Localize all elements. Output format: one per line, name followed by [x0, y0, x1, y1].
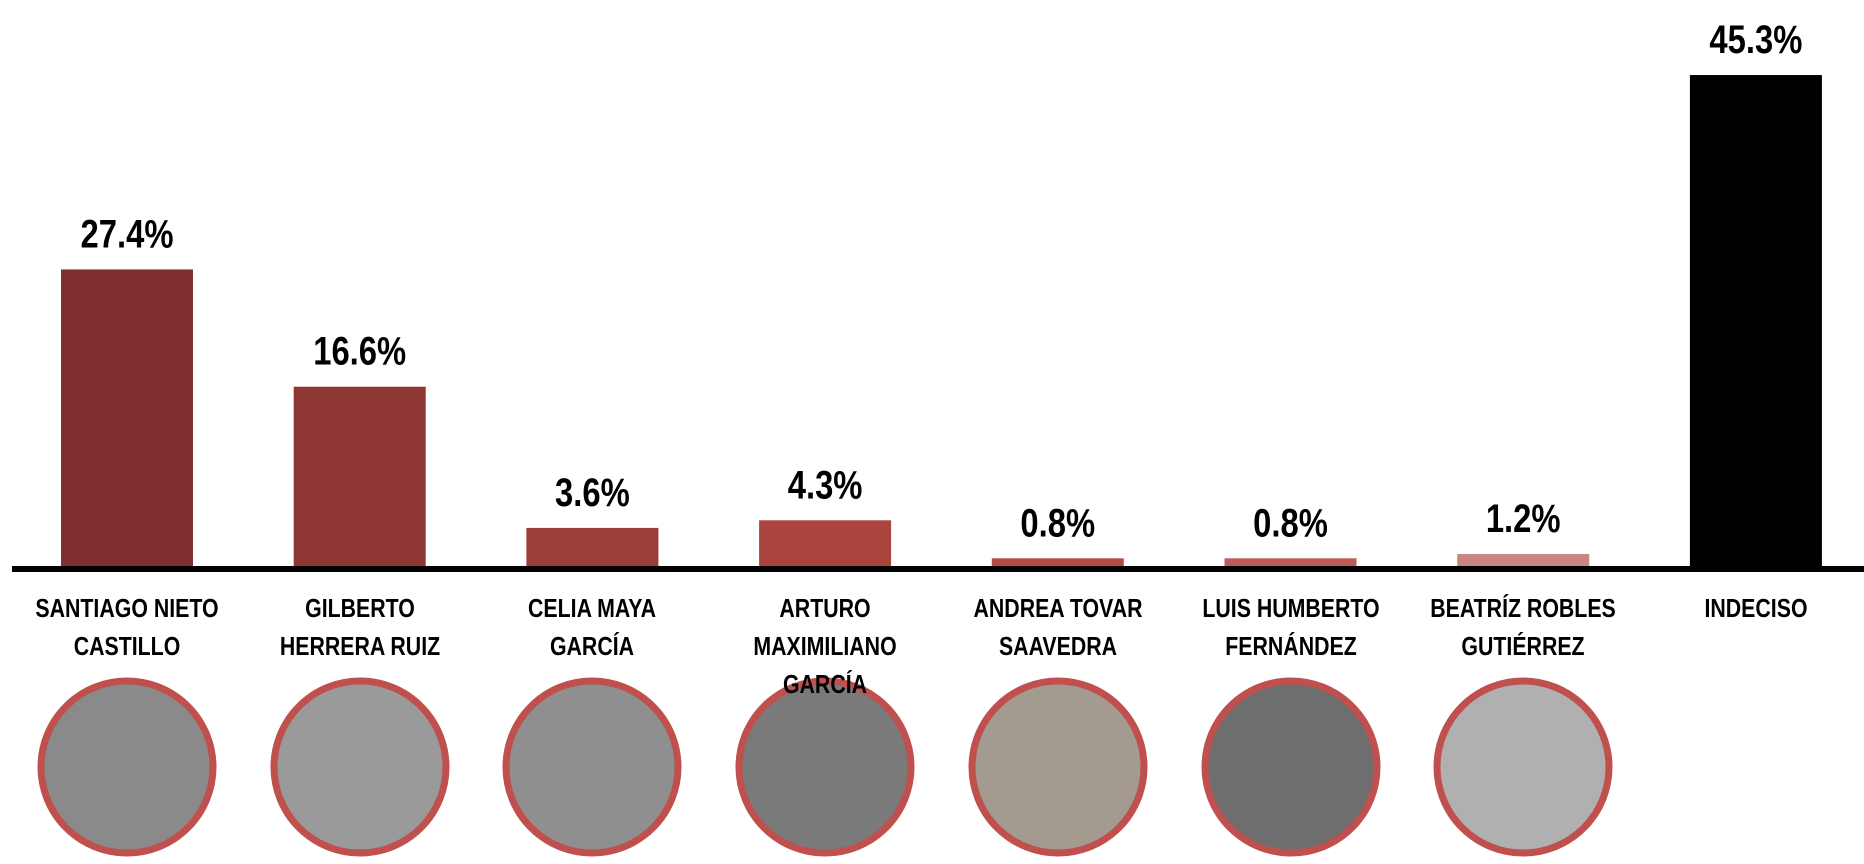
- value-label: 3.6%: [555, 470, 630, 515]
- category-label: LUIS HUMBERTO FERNÁNDEZ: [1201, 593, 1380, 661]
- candidate-photo: [502, 677, 682, 857]
- category-label: ARTURO MAXIMILIANO GARCÍA: [753, 593, 897, 699]
- category-label: SANTIAGO NIETO CASTILLO: [35, 593, 219, 661]
- category-label: ANDREA TOVAR SAAVEDRA: [973, 593, 1143, 661]
- category-label: BEATRÍZ ROBLES GUTIÉRREZ: [1430, 593, 1616, 661]
- photos: [37, 677, 1613, 857]
- candidate-photo: [1433, 677, 1613, 857]
- candidate-photo: [270, 677, 450, 857]
- bar: [61, 269, 193, 567]
- value-label: 45.3%: [1709, 17, 1802, 62]
- bar: [991, 558, 1124, 567]
- bar: [1689, 75, 1822, 568]
- bar: [1224, 558, 1357, 567]
- candidate-photo: [735, 677, 915, 857]
- value-label: 16.6%: [313, 329, 406, 374]
- bar: [293, 386, 426, 567]
- candidate-photo: [968, 677, 1148, 857]
- value-label: 0.8%: [1253, 500, 1328, 545]
- value-label: 1.2%: [1486, 496, 1561, 541]
- category-label: INDECISO: [1704, 593, 1808, 623]
- candidate-photo: [37, 677, 217, 857]
- candidate-photo: [1201, 677, 1381, 857]
- bar: [526, 527, 659, 567]
- bar: [759, 520, 892, 567]
- category-label: GILBERTO HERRERA RUIZ: [279, 593, 440, 661]
- value-label: 27.4%: [81, 211, 174, 256]
- category-label: CELIA MAYA GARCÍA: [528, 593, 657, 661]
- value-label: 0.8%: [1020, 500, 1095, 545]
- value-label: 4.3%: [788, 462, 863, 507]
- bar: [1457, 553, 1590, 567]
